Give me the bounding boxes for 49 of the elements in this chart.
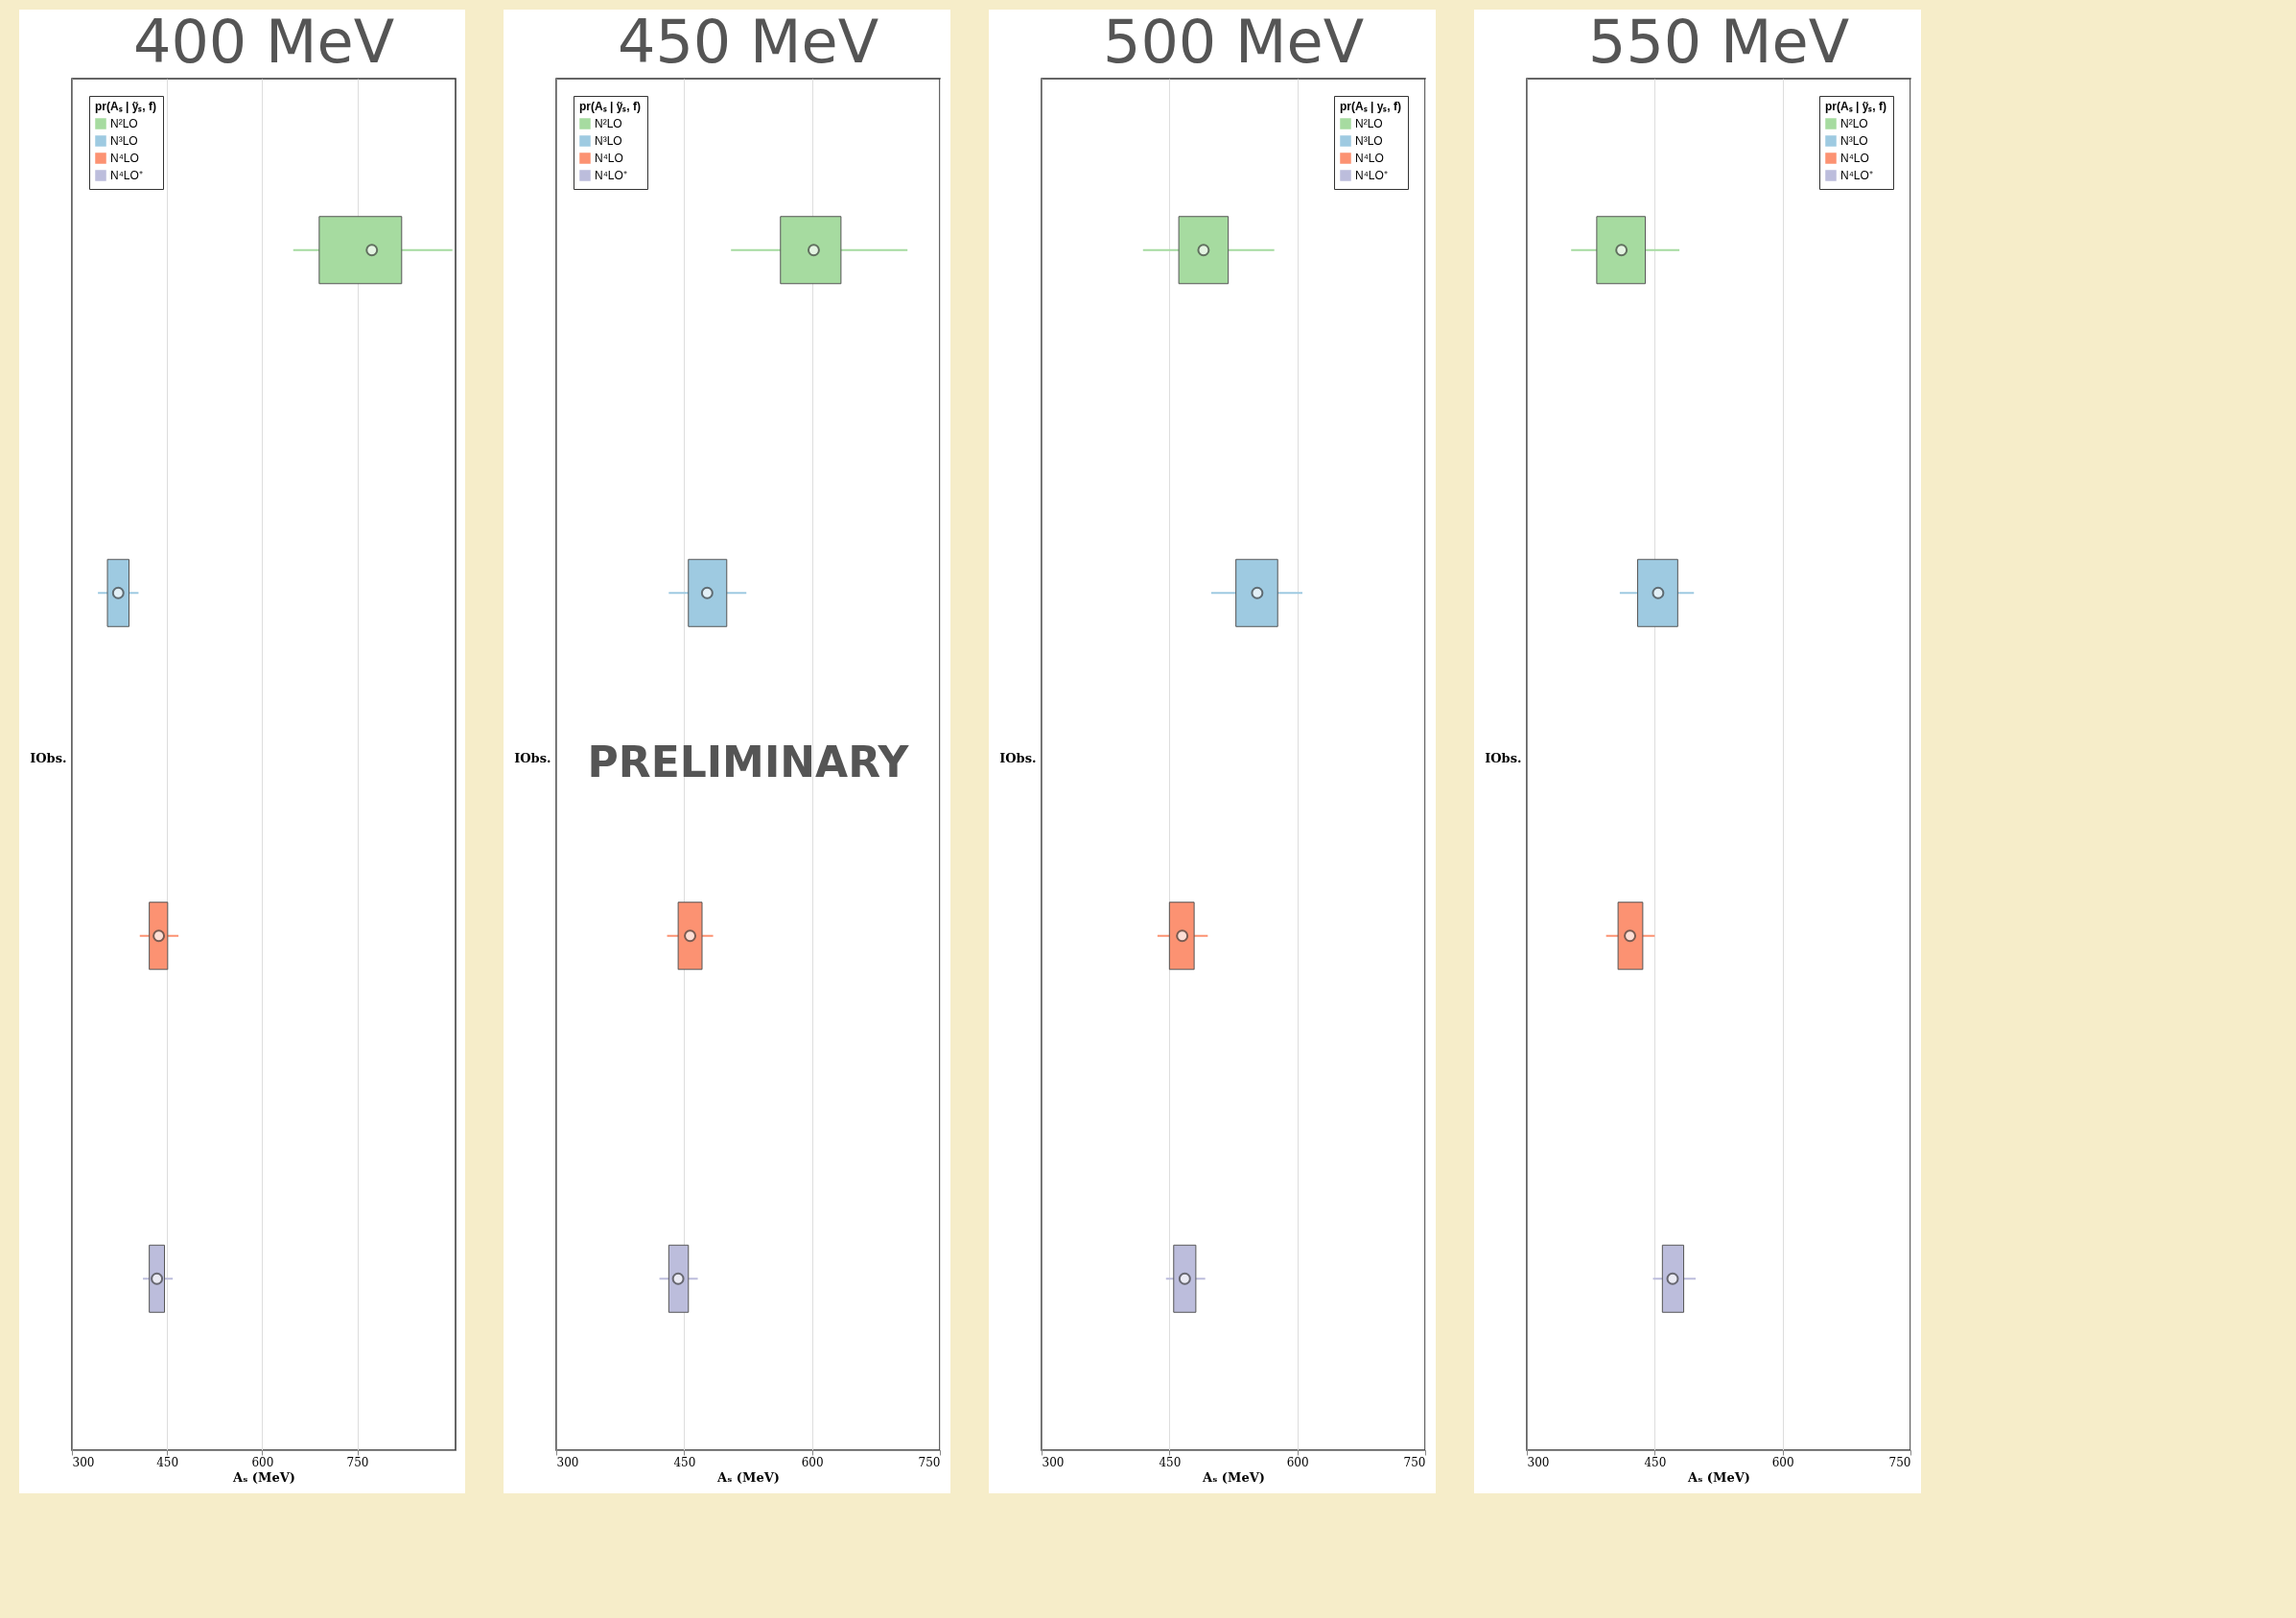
x-tick-label: 450 <box>156 1455 179 1469</box>
legend-label: N⁴LO <box>110 152 139 165</box>
x-tick-label: 450 <box>673 1455 696 1469</box>
chart-title: 500 MeV <box>1102 7 1365 77</box>
legend-label: N⁴LO <box>595 152 623 165</box>
x-tick-label: 450 <box>1159 1455 1182 1469</box>
legend-label: N⁴LO <box>1355 152 1384 165</box>
x-tick-label: 300 <box>556 1455 579 1469</box>
x-tick-label: 600 <box>251 1455 274 1469</box>
x-tick-label: 300 <box>72 1455 95 1469</box>
legend-label: N³LO <box>1840 134 1868 148</box>
legend-label: N⁴LO⁺ <box>1840 169 1873 182</box>
x-tick-label: 600 <box>801 1455 824 1469</box>
x-tick-label: 750 <box>1888 1455 1911 1469</box>
legend-label: N³LO <box>1355 134 1383 148</box>
x-axis-title: Aₛ (MeV) <box>1202 1469 1265 1485</box>
legend-label: N²LO <box>1840 117 1868 130</box>
x-axis-title: Aₛ (MeV) <box>232 1469 295 1485</box>
x-tick-label: 600 <box>1286 1455 1309 1469</box>
y-axis-title: IObs. <box>30 750 67 765</box>
x-tick-label: 750 <box>1403 1455 1426 1469</box>
legend-label: N⁴LO⁺ <box>110 169 143 182</box>
legend-label: N²LO <box>110 117 138 130</box>
legend-title: pr(Aₛ | ỹₛ, f) <box>95 100 157 113</box>
legend-title: pr(Aₛ | yₛ, f) <box>1340 100 1402 113</box>
y-axis-title: IObs. <box>999 750 1037 765</box>
x-tick-label: 600 <box>1771 1455 1794 1469</box>
x-tick-label: 750 <box>346 1455 369 1469</box>
legend-label: N⁴LO⁺ <box>595 169 627 182</box>
chart-title: 400 MeV <box>132 7 395 77</box>
x-tick-label: 450 <box>1644 1455 1667 1469</box>
x-axis-title: Aₛ (MeV) <box>716 1469 780 1485</box>
legend-title: pr(Aₛ | ỹₛ, f) <box>1825 100 1887 113</box>
legend-title: pr(Aₛ | ỹₛ, f) <box>579 100 642 113</box>
y-axis-title: IObs. <box>514 750 551 765</box>
legend-label: N³LO <box>110 134 138 148</box>
legend-label: N²LO <box>1355 117 1383 130</box>
legend-label: N²LO <box>595 117 622 130</box>
legend-label: N⁴LO⁺ <box>1355 169 1388 182</box>
x-tick-label: 750 <box>918 1455 941 1469</box>
x-tick-label: 300 <box>1527 1455 1550 1469</box>
x-tick-label: 300 <box>1042 1455 1065 1469</box>
y-axis-title: IObs. <box>1485 750 1522 765</box>
chart-title: 450 MeV <box>617 7 879 77</box>
annotation: PRELIMINARY <box>587 738 910 786</box>
legend-label: N³LO <box>595 134 622 148</box>
x-axis-title: Aₛ (MeV) <box>1687 1469 1750 1485</box>
chart-title: 550 MeV <box>1587 7 1850 77</box>
legend-label: N⁴LO <box>1840 152 1869 165</box>
